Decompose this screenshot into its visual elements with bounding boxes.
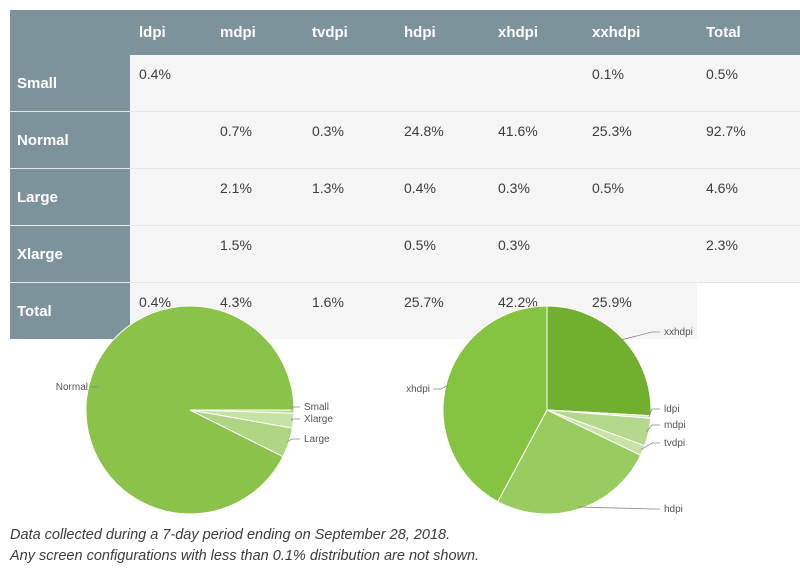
table-cell: 1.6% xyxy=(303,282,395,339)
caption-line-1: Data collected during a 7-day period end… xyxy=(10,527,451,543)
table-cell: 1.3% xyxy=(303,168,395,226)
pie-label: Large xyxy=(304,434,330,445)
table-cell: 0.1% xyxy=(583,55,697,112)
pie-label: ldpi xyxy=(664,404,680,415)
row-header: Small xyxy=(10,55,130,112)
table-row: Normal 0.7% 0.3% 24.8% 41.6% 25.3% 92.7% xyxy=(10,111,800,169)
pie-slice xyxy=(546,305,652,417)
leader-line xyxy=(291,418,300,421)
table-cell xyxy=(303,225,395,283)
table-cell: 0.4% xyxy=(395,168,489,226)
table-cell: 1.5% xyxy=(211,225,303,283)
pie-label: xhdpi xyxy=(406,384,430,395)
table-cell: 0.5% xyxy=(395,225,489,283)
table-cell: 2.3% xyxy=(697,225,800,283)
table-cell xyxy=(130,168,211,226)
column-header: hdpi xyxy=(395,10,489,55)
table-cell xyxy=(697,282,800,339)
row-header: Total xyxy=(10,282,130,339)
leader-line xyxy=(286,438,300,443)
column-header: ldpi xyxy=(130,10,211,55)
table-cell: 25.3% xyxy=(583,111,697,169)
table-row: Large 2.1% 1.3% 0.4% 0.3% 0.5% 4.6% xyxy=(10,168,800,226)
table-cell: 0.7% xyxy=(211,111,303,169)
table-cell: 0.4% xyxy=(130,55,211,112)
pie-label: Xlarge xyxy=(304,414,333,425)
table-cell: 0.3% xyxy=(489,225,583,283)
table-cell: 41.6% xyxy=(489,111,583,169)
table-cell: 0.3% xyxy=(303,111,395,169)
table-cell xyxy=(395,55,489,112)
leader-line xyxy=(578,506,660,510)
pie-label: mdpi xyxy=(664,420,686,431)
column-header: Total xyxy=(697,10,800,55)
leader-line xyxy=(646,424,660,432)
column-header: mdpi xyxy=(211,10,303,55)
table-cell: 0.5% xyxy=(583,168,697,226)
column-header: xxhdpi xyxy=(583,10,697,55)
row-header: Xlarge xyxy=(10,225,130,283)
table-cell xyxy=(130,225,211,283)
table-cell xyxy=(583,225,697,283)
table-cell xyxy=(303,55,395,112)
leader-line xyxy=(433,384,449,390)
table-cell: 0.3% xyxy=(489,168,583,226)
leader-line xyxy=(648,408,660,418)
pie-label: hdpi xyxy=(664,504,683,515)
pie-label: Normal xyxy=(56,382,88,393)
table-cell: 2.1% xyxy=(211,168,303,226)
table-cell xyxy=(211,55,303,112)
table-header-row: ldpi mdpi tvdpi hdpi xhdpi xxhdpi Total xyxy=(10,10,800,55)
leader-line xyxy=(640,442,660,451)
pie-label: tvdpi xyxy=(664,438,685,449)
pie-slice xyxy=(189,409,293,458)
leader-line xyxy=(291,406,300,412)
table-cell: 25.7% xyxy=(395,282,489,339)
row-header: Normal xyxy=(10,111,130,169)
table-row: Small 0.4% 0.1% 0.5% xyxy=(10,55,800,112)
column-header: xhdpi xyxy=(489,10,583,55)
table-cell: 24.8% xyxy=(395,111,489,169)
density-pie-chart: xxhdpi ldpi mdpi tvdpi hdpi xhdpi xyxy=(406,305,693,515)
caption-line-2: Any screen configurations with less than… xyxy=(10,548,480,564)
table-cell: 0.5% xyxy=(697,55,800,112)
table-row: Xlarge 1.5% 0.5% 0.3% 2.3% xyxy=(10,225,800,283)
table-corner-cell xyxy=(10,10,130,55)
table-cell: 4.6% xyxy=(697,168,800,226)
pie-label: xxhdpi xyxy=(664,327,693,338)
distribution-table: ldpi mdpi tvdpi hdpi xhdpi xxhdpi Total … xyxy=(10,10,800,339)
column-header: tvdpi xyxy=(303,10,395,55)
table-cell xyxy=(489,55,583,112)
leader-line xyxy=(620,331,660,341)
table-cell: 92.7% xyxy=(697,111,800,169)
pie-label: Small xyxy=(304,402,329,413)
pie-slice xyxy=(442,305,548,503)
row-header: Large xyxy=(10,168,130,226)
table-cell xyxy=(130,111,211,169)
